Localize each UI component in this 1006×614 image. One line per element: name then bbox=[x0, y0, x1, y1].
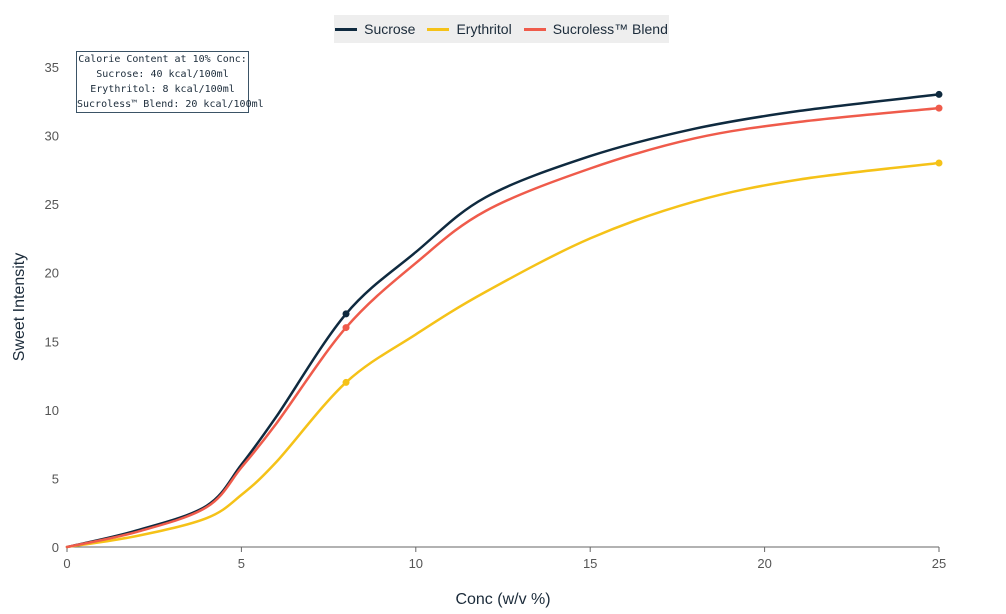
data-point-sucroless-blend[interactable] bbox=[935, 104, 943, 112]
y-tick-label: 35 bbox=[45, 60, 59, 75]
series-line-sucroless-blend bbox=[65, 106, 941, 549]
data-point-erythritol[interactable] bbox=[935, 159, 943, 167]
series-line-sucrose bbox=[65, 93, 941, 549]
x-tick-label: 10 bbox=[409, 556, 423, 571]
y-tick-label: 15 bbox=[45, 334, 59, 349]
x-tick-label: 15 bbox=[583, 556, 597, 571]
legend-item-sucroless-blend[interactable]: Sucroless™ Blend bbox=[523, 21, 668, 37]
annotation-line-erythritol: Erythritol: 8 kcal/100ml bbox=[90, 84, 235, 95]
y-axis-label: Sweet Intensity bbox=[11, 253, 28, 362]
data-point-erythritol[interactable] bbox=[342, 378, 350, 386]
legend-label-erythritol: Erythritol bbox=[456, 21, 512, 37]
x-tick-label: 25 bbox=[932, 556, 946, 571]
annotation-line-title: Calorie Content at 10% Conc: bbox=[78, 54, 247, 65]
series-lines bbox=[65, 93, 941, 549]
annotation-line-sucroless-blend: Sucroless™ Blend: 20 kcal/100ml bbox=[77, 99, 264, 110]
x-tick-label: 5 bbox=[238, 556, 245, 571]
legend-swatch-sucroless-blend bbox=[523, 27, 546, 31]
x-tick-label: 20 bbox=[757, 556, 771, 571]
legend-item-erythritol[interactable]: Erythritol bbox=[427, 21, 512, 37]
legend-swatch-sucrose bbox=[335, 27, 358, 31]
y-tick-label: 0 bbox=[52, 540, 59, 555]
data-point-sucroless-blend[interactable] bbox=[342, 324, 350, 332]
data-point-sucrose[interactable] bbox=[935, 90, 943, 98]
x-tick-label: 0 bbox=[63, 556, 70, 571]
y-tick-label: 25 bbox=[45, 197, 59, 212]
legend-swatch-erythritol bbox=[427, 27, 450, 31]
legend-item-sucrose[interactable]: Sucrose bbox=[335, 21, 415, 37]
y-tick-label: 10 bbox=[45, 403, 59, 418]
series-markers bbox=[342, 90, 943, 386]
y-tick-label: 30 bbox=[45, 129, 59, 144]
y-tick-label: 5 bbox=[52, 471, 59, 486]
legend-label-sucrose: Sucrose bbox=[364, 21, 416, 37]
calorie-annotation-box: Calorie Content at 10% Conc: Sucrose: 40… bbox=[76, 51, 264, 113]
chart-legend: Sucrose Erythritol Sucroless™ Blend bbox=[334, 15, 669, 43]
data-point-sucrose[interactable] bbox=[342, 310, 350, 318]
x-axis-label: Conc (w/v %) bbox=[455, 591, 550, 608]
x-axis-ticks: 0 5 10 15 20 25 bbox=[63, 547, 946, 571]
annotation-line-sucrose: Sucrose: 40 kcal/100ml bbox=[96, 69, 229, 80]
legend-label-sucroless-blend: Sucroless™ Blend bbox=[552, 21, 668, 37]
series-line-erythritol bbox=[65, 161, 941, 549]
y-tick-label: 20 bbox=[45, 266, 59, 281]
y-axis-ticks: 0 5 10 15 20 25 30 35 bbox=[45, 60, 59, 555]
